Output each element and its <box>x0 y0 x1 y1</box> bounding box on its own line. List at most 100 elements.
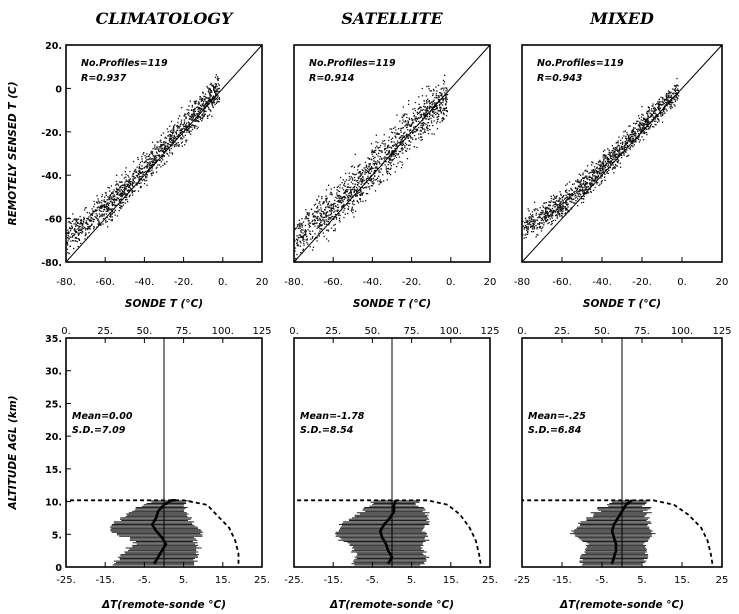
x-tick-label: -5. <box>595 575 608 586</box>
scatter-point <box>593 170 596 173</box>
scatter-point <box>318 225 320 228</box>
scatter-point <box>659 103 661 105</box>
scatter-point <box>116 198 118 201</box>
scatter-point <box>424 106 426 108</box>
scatter-point <box>152 158 154 160</box>
scatter-point <box>407 124 409 126</box>
scatter-point <box>616 153 618 156</box>
scatter-point <box>294 227 297 230</box>
scatter-point <box>594 178 596 180</box>
scatter-point <box>196 119 198 122</box>
x-tick-label: -25. <box>284 575 304 586</box>
scatter-point <box>347 212 349 215</box>
scatter-point <box>376 163 378 166</box>
scatter-point <box>648 110 650 112</box>
scatter-point <box>404 131 406 134</box>
scatter-point <box>440 93 442 95</box>
scatter-point <box>103 204 105 206</box>
scatter-point <box>639 121 641 123</box>
scatter-point <box>85 220 88 222</box>
scatter-point <box>213 99 215 101</box>
scatter-point <box>375 166 377 168</box>
scatter-point <box>299 245 301 247</box>
scatter-point <box>203 112 205 114</box>
scatter-point <box>577 187 579 189</box>
scatter-point <box>623 152 625 154</box>
scatter-point <box>524 224 527 227</box>
scatter-point <box>356 194 358 196</box>
scatter-point <box>616 165 618 167</box>
scatter-point <box>368 186 371 188</box>
scatter-point <box>612 152 614 154</box>
scatter-point <box>104 196 106 198</box>
scatter-point <box>399 160 401 163</box>
scatter-point <box>353 189 355 191</box>
scatter-point <box>312 236 314 238</box>
scatter-point <box>410 124 413 126</box>
scatter-point <box>568 181 571 183</box>
scatter-point <box>87 228 89 231</box>
scatter-point <box>338 200 340 202</box>
scatter-point <box>145 175 147 178</box>
scatter-point <box>212 95 215 97</box>
scatter-point <box>388 136 390 138</box>
scatter-point <box>108 202 110 205</box>
scatter-point <box>576 205 579 207</box>
scatter-point <box>582 189 584 191</box>
scatter-point <box>71 225 73 227</box>
scatter-point <box>87 218 89 221</box>
scatter-point <box>617 150 619 152</box>
scatter-point <box>647 128 650 130</box>
scatter-point <box>152 160 154 162</box>
scatter-point <box>73 219 75 221</box>
scatter-point <box>586 188 588 191</box>
scatter-point <box>426 116 428 118</box>
scatter-point <box>312 246 315 248</box>
scatter-point <box>653 107 655 109</box>
scatter-point <box>532 231 535 233</box>
scatter-point <box>664 98 666 100</box>
scatter-point <box>408 118 411 120</box>
scatter-point <box>100 210 102 212</box>
scatter-point <box>629 125 631 127</box>
scatter-point <box>75 237 77 239</box>
scatter-point <box>576 180 579 182</box>
scatter-point <box>623 135 625 137</box>
scatter-point <box>408 144 410 146</box>
scatter-point <box>142 153 144 155</box>
scatter-point <box>397 133 399 135</box>
scatter-point <box>582 183 584 185</box>
scatter-point <box>318 195 320 197</box>
scatter-point <box>388 159 390 161</box>
scatter-point <box>633 141 636 143</box>
scatter-point <box>202 108 204 110</box>
scatter-point <box>440 92 442 94</box>
scatter-point <box>152 161 154 164</box>
scatter-point <box>658 105 660 108</box>
scatter-point <box>92 210 95 212</box>
scatter-point <box>360 193 362 195</box>
scatter-point <box>368 168 370 171</box>
scatter-point <box>590 191 592 193</box>
scatter-point <box>435 113 437 116</box>
scatter-point <box>408 130 411 132</box>
scatter-point <box>76 221 79 223</box>
scatter-point <box>404 125 406 127</box>
scatter-point <box>310 208 313 211</box>
scatter-point <box>128 176 130 178</box>
scatter-point <box>616 160 618 162</box>
scatter-point <box>68 232 70 235</box>
scatter-point <box>536 226 538 229</box>
scatter-point <box>388 139 390 142</box>
scatter-point <box>93 219 95 221</box>
scatter-point <box>400 139 402 141</box>
scatter-point <box>95 216 97 219</box>
scatter-point <box>301 218 303 220</box>
scatter-point <box>652 112 655 114</box>
scatter-point <box>412 131 415 133</box>
scatter-point <box>95 201 98 203</box>
scatter-point <box>443 113 445 116</box>
scatter-point <box>122 186 124 189</box>
scatter-point <box>403 136 405 138</box>
scatter-point <box>619 152 621 155</box>
